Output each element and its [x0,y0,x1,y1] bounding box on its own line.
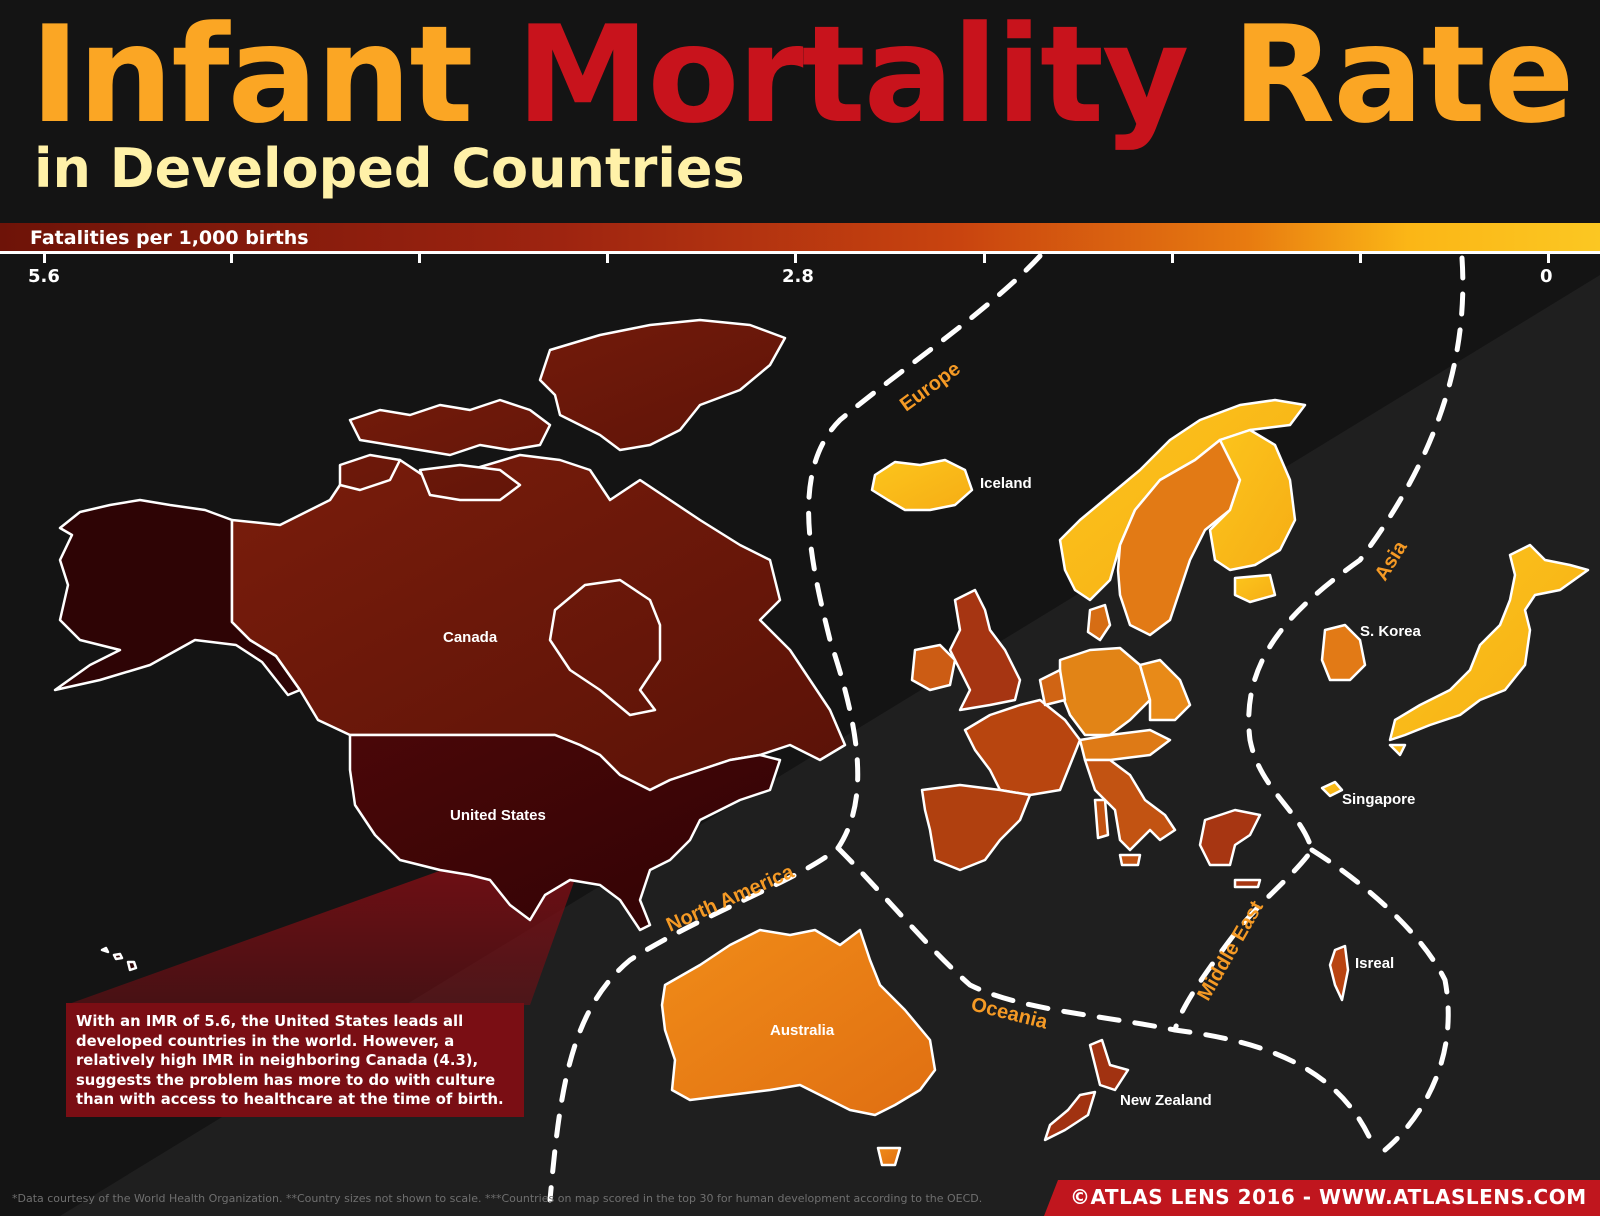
region-label-europe: Europe [896,358,965,416]
callout-box [66,1003,524,1117]
country-label-canada: Canada [443,629,498,646]
country-label-united-states: United States [450,807,546,824]
canada-arctic-islands [338,318,787,502]
country-label-australia: Australia [770,1022,835,1039]
country-south-korea [1320,623,1367,682]
country-australia [660,928,937,1117]
scale-tick [794,252,797,263]
region-label-asia: Asia [1371,536,1413,584]
country-sweden [1116,438,1242,637]
scale-label: Fatalities per 1,000 births [30,227,309,249]
color-scale-bar: Fatalities per 1,000 births [0,223,1600,251]
title-word-mortality: Mortality [516,0,1189,153]
region-label-north-america: North America [663,860,798,936]
oceania-countries [660,928,1130,1167]
boundary-north-america-europe [547,253,1043,1203]
country-singapore [1320,780,1344,798]
country-denmark [1086,603,1112,642]
country-israel [1328,944,1350,1002]
country-new-zealand [1043,1038,1130,1142]
country-label-singapore: Singapore [1342,791,1415,808]
scale-tick [230,252,233,263]
boundary-oceania-north [835,845,1378,1153]
country-corsica-sardinia [1093,798,1110,840]
country-label-israel: Isreal [1355,955,1394,972]
country-spain [920,783,1032,872]
country-tasmania [876,1146,902,1167]
country-greece [1198,808,1262,889]
country-germany [1058,646,1152,737]
credit-banner: ©ATLAS LENS 2016 - WWW.ATLASLENS.COM [1044,1180,1600,1216]
country-alaska-us [53,498,302,697]
callout-text: With an IMR of 5.6, the United States le… [76,1013,504,1108]
title-word-infant: Infant [30,0,517,153]
page-title: Infant Mortality Rate [30,8,1575,142]
scale-tick [43,252,46,263]
title-word-rate: Rate [1187,0,1575,153]
country-uk [948,588,1022,712]
boundary-asia-east [1309,847,1451,1153]
country-italy [1083,758,1177,867]
country-united-states [348,733,782,932]
country-label-new-zealand: New Zealand [1120,1092,1212,1109]
credit-text: ©ATLAS LENS 2016 - WWW.ATLASLENS.COM [1070,1185,1587,1209]
north-america-countries [53,318,847,972]
page-subtitle: in Developed Countries [34,137,745,200]
country-poland-czech [1138,658,1192,722]
country-ireland [910,643,957,692]
country-iceland [870,458,974,512]
country-label-s-korea: S. Korea [1360,623,1422,640]
country-canada [230,453,847,792]
asia-countries [1320,543,1590,798]
scale-axis-line [0,251,1600,254]
callout-pointer [66,860,580,1005]
europe-countries [870,398,1307,889]
country-benelux [1038,668,1067,707]
country-label-iceland: Iceland [980,475,1032,492]
country-estonia [1233,573,1277,604]
scale-tick [1359,252,1362,263]
scale-tick-label-max: 5.6 [28,266,60,287]
scale-tick [1171,252,1174,263]
region-boundaries [547,253,1466,1203]
scale-tick [606,252,609,263]
country-finland [1208,428,1297,572]
scale-tick-label-min: 0 [1540,266,1553,287]
boundary-europe-asia [1172,255,1466,1033]
scale-tick-label-mid: 2.8 [782,266,814,287]
footnote: *Data courtesy of the World Health Organ… [12,1192,983,1205]
country-france [963,698,1082,797]
scale-tick [1547,252,1550,263]
region-label-middle-east: Middle East [1193,897,1268,1005]
scale-tick [983,252,986,263]
country-hawaii-us [100,946,138,972]
country-japan [1388,543,1590,757]
scale-tick [418,252,421,263]
